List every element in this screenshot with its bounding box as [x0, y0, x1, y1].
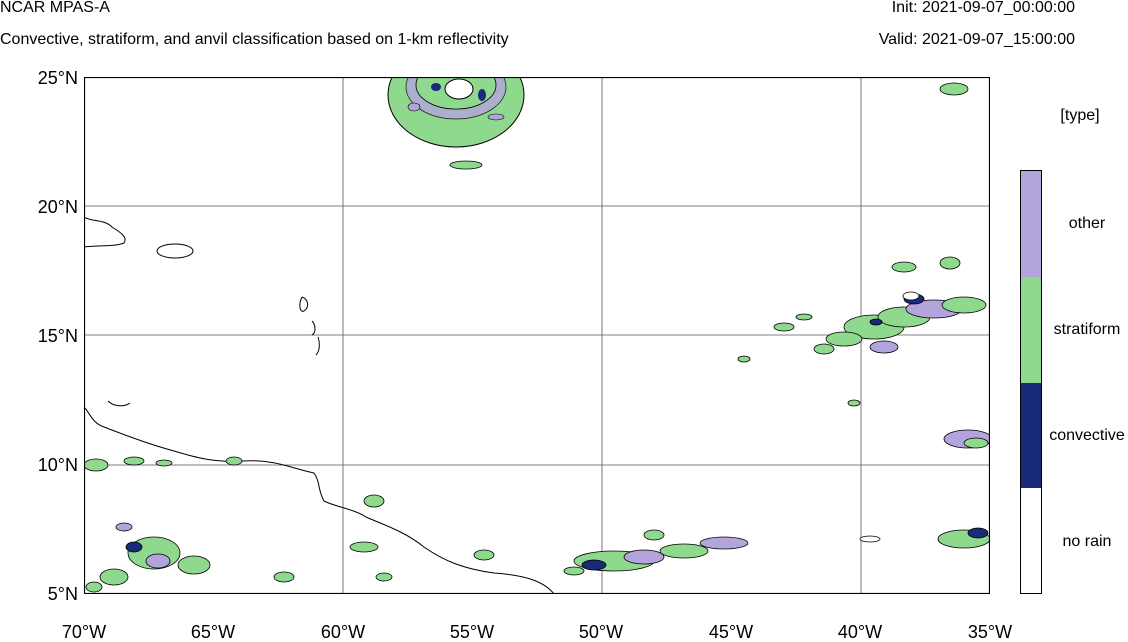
lat-label-25n: 25°N — [37, 68, 78, 88]
lon-label-35w: 35°W — [967, 622, 1013, 642]
island-trinidad-area — [107, 400, 131, 407]
valid-time: Valid: 2021-09-07_15:00:00 — [878, 31, 1075, 48]
lat-label-20n: 20°N — [37, 197, 78, 217]
legend-label-convective: convective — [1049, 427, 1125, 444]
plot-subtitle: Convective, stratiform, and anvil classi… — [0, 31, 509, 48]
lon-label-50w: 50°W — [578, 622, 624, 642]
legend-label-stratiform: stratiform — [1053, 321, 1121, 338]
lat-label-15n: 15°N — [37, 326, 78, 346]
island-lesser-antilles-3 — [315, 336, 320, 356]
lon-label-65w: 65°W — [190, 622, 236, 642]
island-lesser-antilles-2 — [311, 320, 316, 336]
cells-east-band — [859, 429, 990, 549]
hurricane-system — [387, 77, 525, 170]
legend-colorbar — [1020, 170, 1042, 594]
cells-southwest — [84, 456, 243, 593]
legend-label-no-rain: no rain — [1062, 533, 1112, 550]
legend-swatch-convective — [1021, 383, 1041, 489]
legend-label-other: other — [1068, 215, 1106, 232]
lat-label-5n: 5°N — [47, 584, 78, 604]
coastlines — [84, 216, 555, 594]
lon-label-60w: 60°W — [320, 622, 366, 642]
legend-swatch-stratiform — [1021, 277, 1041, 384]
lon-label-45w: 45°W — [708, 622, 754, 642]
legend-swatch-no-rain — [1021, 488, 1041, 593]
map-panel — [84, 77, 990, 594]
legend-swatch-other — [1021, 171, 1041, 278]
cells-east-cluster — [737, 82, 987, 407]
island-puerto-rico — [156, 243, 194, 259]
lon-label-40w: 40°W — [837, 622, 883, 642]
lon-label-55w: 55°W — [449, 622, 495, 642]
map-frame — [84, 77, 990, 594]
plot-title: NCAR MPAS-A — [0, 0, 110, 16]
precip-cells — [84, 82, 990, 593]
coast-south-america — [84, 406, 555, 594]
lat-label-10n: 10°N — [37, 455, 78, 475]
init-time: Init: 2021-09-07_00:00:00 — [891, 0, 1075, 16]
lon-label-70w: 70°W — [61, 622, 107, 642]
island-lesser-antilles-1 — [299, 296, 309, 312]
legend-title: [type] — [1060, 107, 1100, 124]
cells-south-band — [273, 494, 749, 583]
coast-hispaniola — [84, 216, 126, 248]
